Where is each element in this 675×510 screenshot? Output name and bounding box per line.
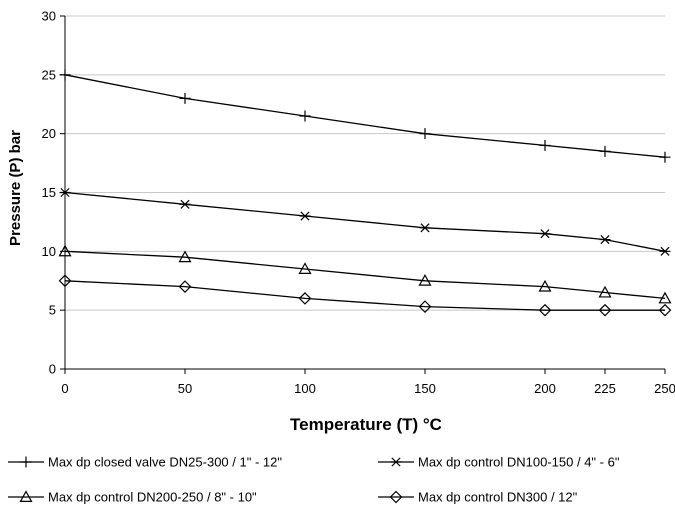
series-plus <box>59 69 671 163</box>
data-point-triangle <box>598 285 612 298</box>
legend-marker-asterisk <box>390 457 402 467</box>
y-tick-label: 15 <box>42 185 56 200</box>
series-line <box>64 191 666 252</box>
series-line <box>64 74 666 158</box>
legend-marker-triangle <box>19 490 33 502</box>
data-point-asterisk <box>179 199 191 209</box>
data-point-plus <box>179 92 191 104</box>
data-point-triangle <box>178 250 192 263</box>
data-point-triangle <box>298 262 312 274</box>
legend-item: Max dp control DN200-250 / 8" - 10" <box>8 490 257 505</box>
data-point-plus <box>419 128 431 140</box>
data-point-diamond <box>658 303 672 317</box>
legend-label: Max dp control DN100-150 / 4" - 6" <box>418 455 620 470</box>
y-tick-label: 5 <box>49 303 56 318</box>
series-line <box>64 280 665 311</box>
data-point-diamond <box>418 300 432 313</box>
tick-labels: 0 5 10 15 20 25 30 0 50 100 150 200 225 250 <box>42 9 675 397</box>
y-tick-label: 20 <box>42 126 56 141</box>
data-point-asterisk <box>419 223 431 233</box>
data-point-plus <box>59 69 71 81</box>
legend-item: Max dp closed valve DN25-300 / 1" - 12" <box>8 455 282 470</box>
data-point-asterisk <box>59 187 71 198</box>
y-tick-label: 25 <box>42 67 56 82</box>
data-point-asterisk <box>539 229 551 239</box>
data-point-triangle <box>538 279 552 292</box>
y-tick-label: 0 <box>49 362 56 377</box>
x-tick-label: 100 <box>294 381 316 396</box>
data-point-asterisk <box>659 246 671 256</box>
series-group <box>58 69 672 317</box>
data-point-triangle <box>58 244 72 257</box>
axes <box>60 15 666 374</box>
y-axis-label: Pressure (P) bar <box>7 130 24 246</box>
y-tick-label: 10 <box>42 244 56 259</box>
legend-item: Max dp control DN100-150 / 4" - 6" <box>378 455 620 470</box>
legend-item: Max dp control DN300 / 12" <box>378 490 578 505</box>
y-tick-label: 30 <box>42 9 56 24</box>
x-tick-label: 225 <box>594 381 616 396</box>
data-point-diamond <box>538 303 552 317</box>
data-point-asterisk <box>599 235 611 245</box>
data-point-plus <box>659 151 671 163</box>
data-point-asterisk <box>299 211 311 221</box>
x-tick-label: 150 <box>414 381 436 396</box>
data-point-diamond <box>298 292 312 305</box>
series-diamond <box>58 274 672 317</box>
data-point-triangle <box>418 274 432 286</box>
legend-label: Max dp control DN200-250 / 8" - 10" <box>48 490 257 505</box>
series-asterisk <box>59 187 671 256</box>
x-axis-label: Temperature (T) °C <box>290 415 442 434</box>
x-tick-label: 250 <box>654 381 675 396</box>
data-point-diamond <box>58 274 72 288</box>
legend-marker-diamond <box>389 490 403 504</box>
x-tick-label: 50 <box>178 381 192 396</box>
series-triangle <box>58 244 672 304</box>
legend-marker-plus <box>20 456 32 468</box>
data-point-diamond <box>178 280 192 293</box>
legend-label: Max dp control DN300 / 12" <box>418 490 578 505</box>
x-tick-label: 200 <box>534 381 556 396</box>
series-line <box>64 250 666 300</box>
legend: Max dp closed valve DN25-300 / 1" - 12" M… <box>8 455 620 505</box>
x-tick-label: 0 <box>61 381 68 396</box>
legend-label: Max dp closed valve DN25-300 / 1" - 12" <box>48 455 282 470</box>
data-point-plus <box>539 139 551 151</box>
data-point-diamond <box>598 303 612 317</box>
data-point-triangle <box>658 291 672 304</box>
gridlines <box>65 15 665 311</box>
data-point-plus <box>599 145 611 157</box>
data-point-plus <box>299 110 311 122</box>
